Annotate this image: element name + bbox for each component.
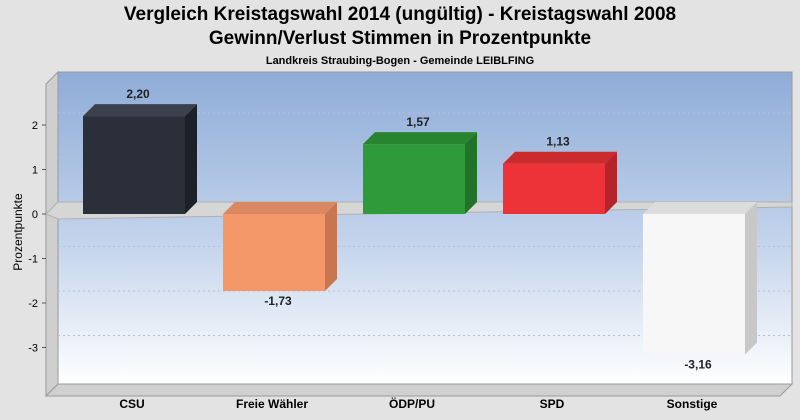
x-tick-label: Freie Wähler bbox=[236, 397, 308, 411]
bar-front bbox=[83, 116, 185, 214]
y-tick-label: -1 bbox=[28, 254, 38, 266]
bar-front bbox=[363, 144, 465, 214]
data-label: -1,73 bbox=[264, 294, 292, 308]
x-tick-label: SPD bbox=[540, 397, 565, 411]
bar-side bbox=[325, 202, 337, 291]
chart-title: Vergleich Kreistagswahl 2014 (ungültig) … bbox=[123, 4, 677, 25]
y-tick-label: 0 bbox=[32, 209, 38, 221]
data-label: 1,13 bbox=[546, 135, 570, 149]
bar-top bbox=[363, 132, 477, 145]
bar-top bbox=[83, 104, 197, 117]
y-tick-label: -3 bbox=[28, 343, 38, 355]
y-tick-label: -2 bbox=[28, 298, 38, 310]
bar-top bbox=[643, 202, 757, 214]
y-tick-label: 2 bbox=[32, 120, 38, 132]
bar-side bbox=[605, 151, 617, 214]
bar-top bbox=[503, 151, 617, 164]
bar-sonstige bbox=[643, 202, 757, 355]
bar-side bbox=[185, 104, 197, 214]
bar-front bbox=[503, 163, 605, 214]
plot-floor bbox=[44, 383, 794, 397]
bar-freie-w-hler bbox=[223, 202, 337, 291]
bar-spd bbox=[503, 151, 617, 214]
bar-side bbox=[465, 132, 477, 214]
bar-side bbox=[745, 202, 757, 355]
data-label: 2,20 bbox=[126, 87, 150, 101]
data-label: 1,57 bbox=[406, 115, 430, 129]
chart-region-label: Landkreis Straubing-Bogen - Gemeinde LEI… bbox=[265, 55, 535, 67]
bar-front bbox=[643, 214, 745, 355]
chart-subtitle: Gewinn/Verlust Stimmen in Prozentpunkte bbox=[208, 28, 592, 49]
plot-side-wall bbox=[45, 70, 59, 398]
data-label: -3,16 bbox=[684, 358, 712, 372]
y-tick-label: 1 bbox=[32, 165, 38, 177]
bar-csu bbox=[83, 104, 197, 214]
x-tick-label: ÖDP/PU bbox=[389, 396, 435, 411]
x-tick-label: CSU bbox=[119, 397, 144, 411]
x-tick-label: Sonstige bbox=[667, 397, 718, 411]
bar--dp-pu bbox=[363, 132, 477, 214]
bar-top bbox=[223, 202, 337, 214]
bar-front bbox=[223, 214, 325, 291]
